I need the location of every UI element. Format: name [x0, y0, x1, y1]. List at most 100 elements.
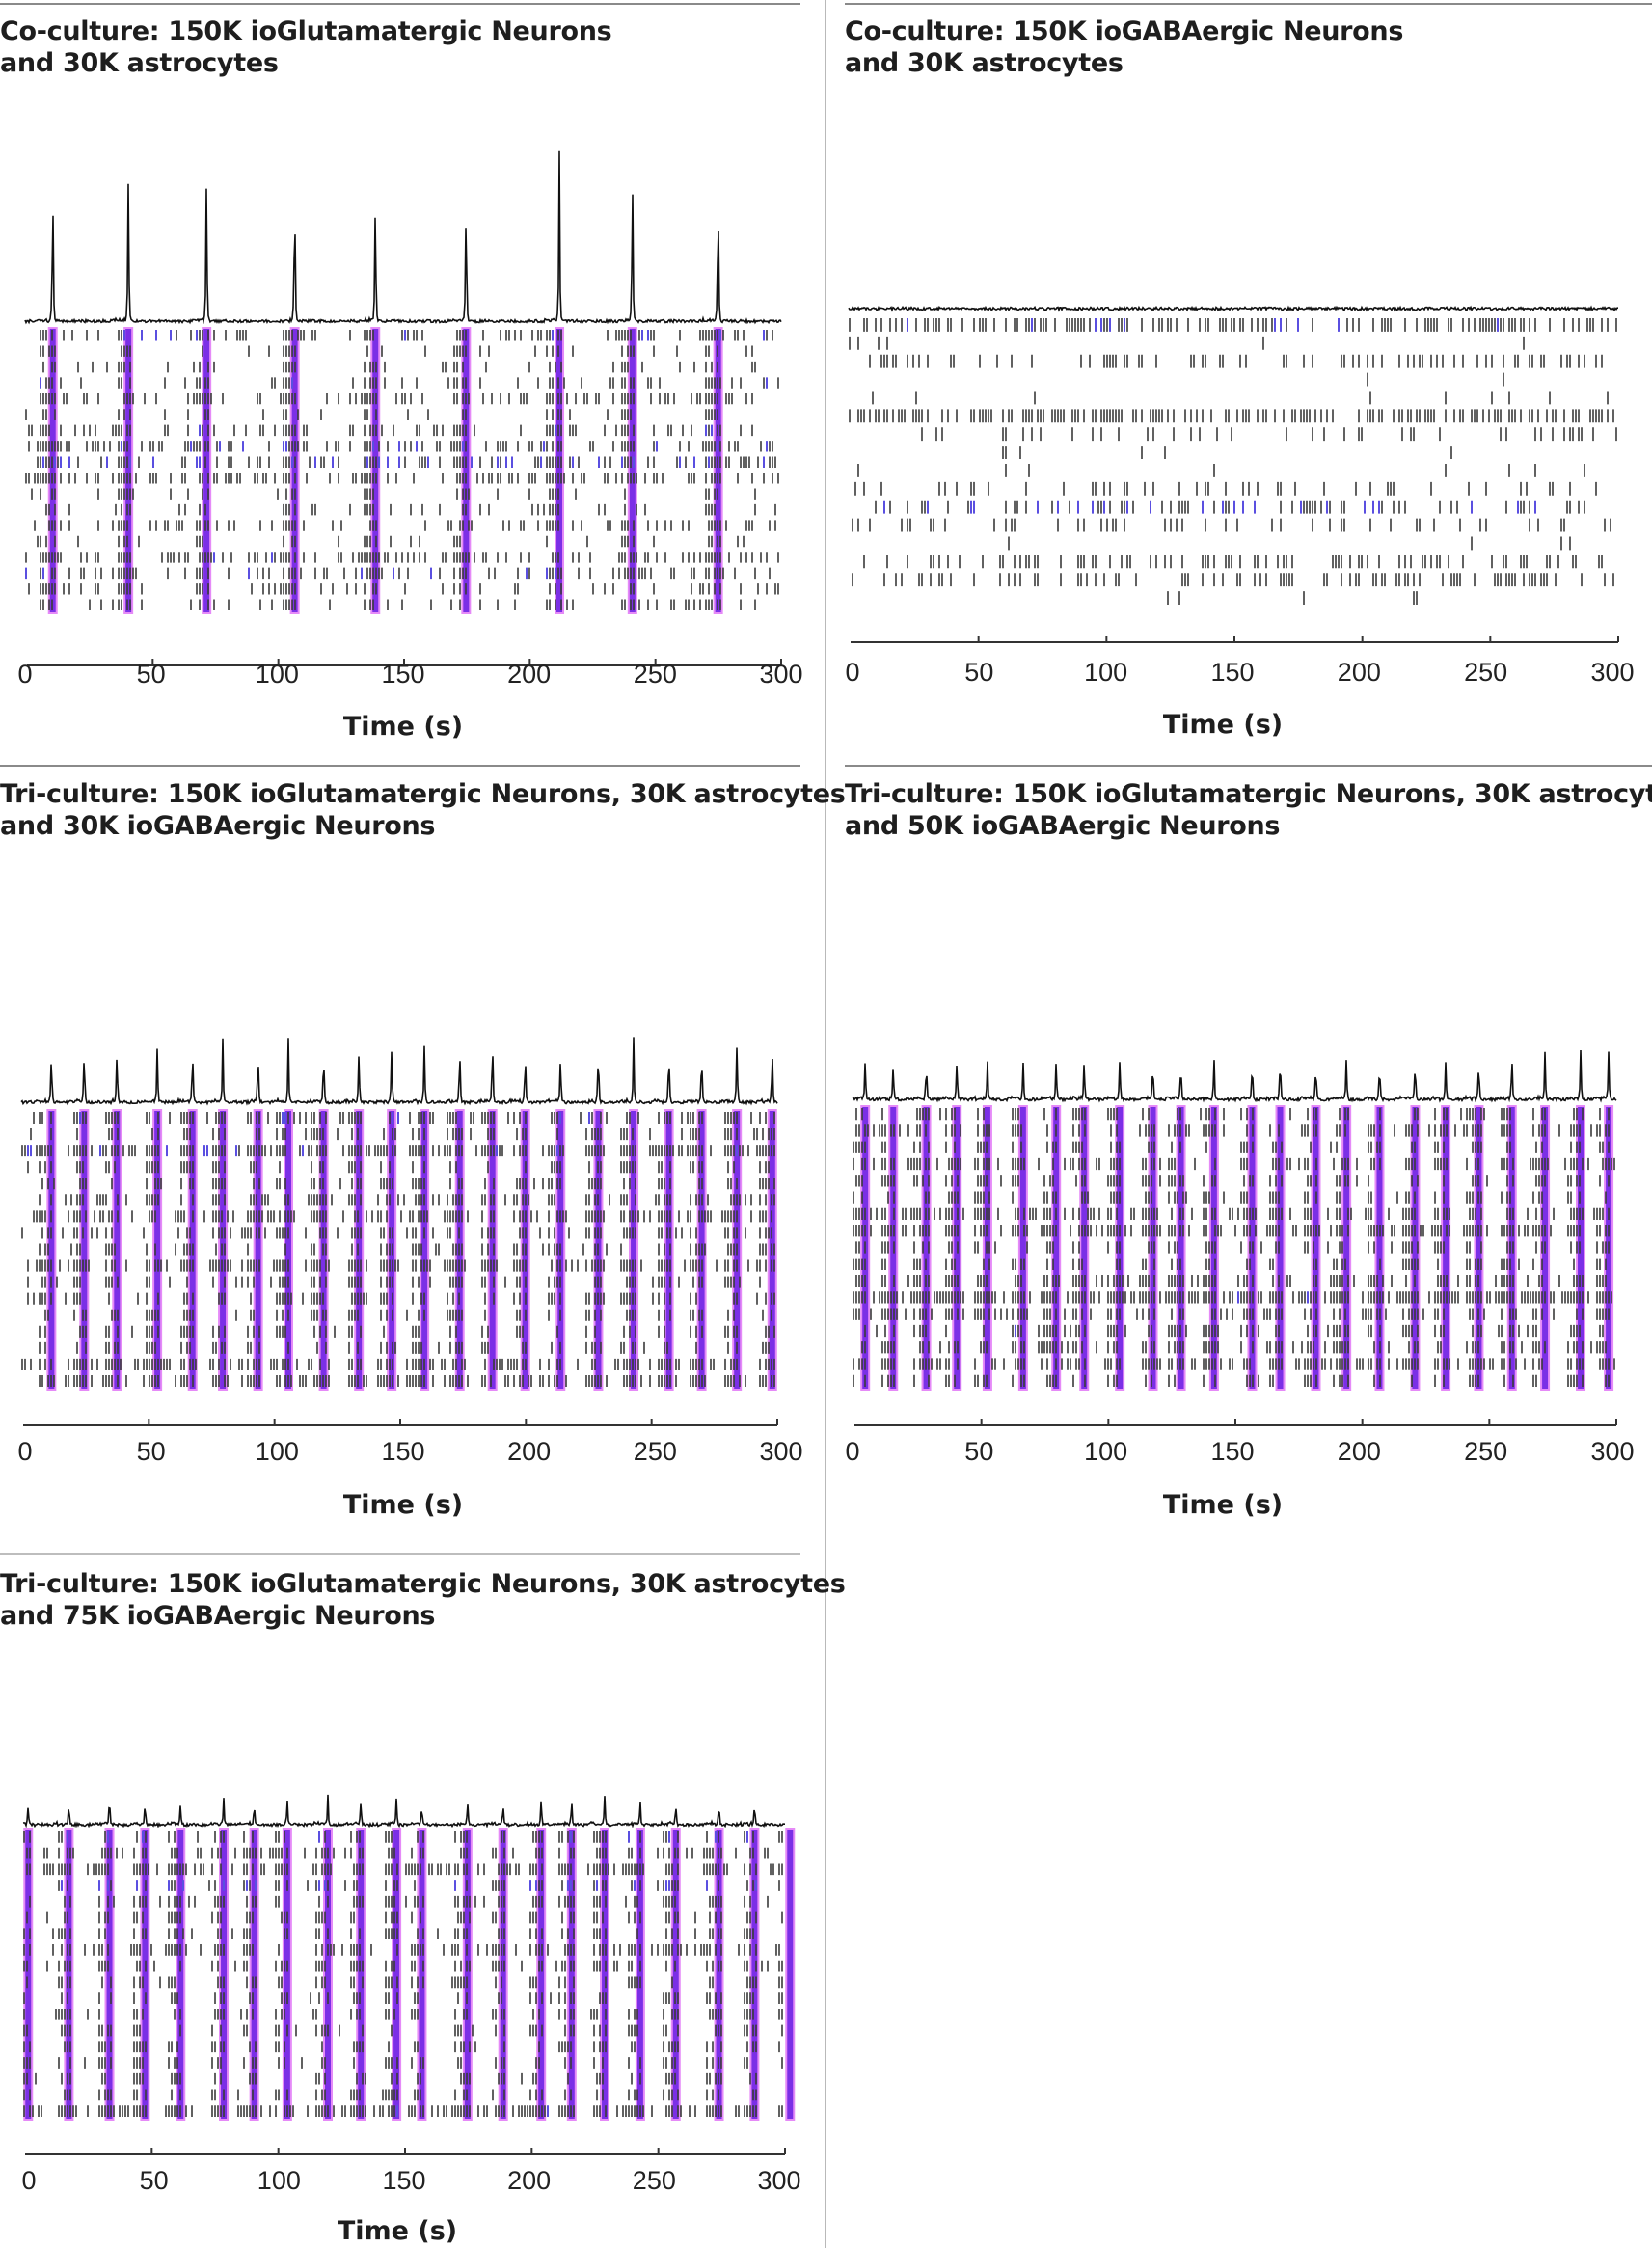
x-tick-label: 250 [1464, 1437, 1508, 1466]
panel-triculture-50k-gaba: Tri-culture: 150K ioGlutamatergic Neuron… [845, 765, 1652, 1553]
x-tick-label: 0 [21, 2166, 37, 2195]
separator-top-left [0, 3, 800, 5]
spike-row [23, 2057, 783, 2069]
separator-mid-right [845, 765, 1652, 767]
x-tick-label: 50 [964, 658, 994, 687]
burst-band [289, 327, 300, 614]
spike-row [27, 1161, 770, 1174]
spike-row [853, 1225, 1610, 1237]
panel-coculture-glutamatergic: Co-culture: 150K ioGlutamatergic Neurons… [0, 0, 820, 762]
spike-row [855, 1175, 1610, 1187]
spike-row [864, 1324, 1604, 1338]
x-tick-label: 200 [507, 1437, 552, 1466]
panel-title-line2: and 30K astrocytes [0, 48, 279, 78]
spike-row [45, 503, 776, 516]
x-tick-label: 250 [1464, 658, 1508, 687]
burst-band [536, 1828, 547, 2121]
population-trace [22, 1794, 785, 1828]
burst-band [420, 1109, 430, 1391]
burst-band [284, 1109, 294, 1391]
burst-band [982, 1105, 992, 1391]
spike-row [852, 573, 1614, 587]
spike-row [27, 1292, 775, 1305]
spike-row [25, 409, 718, 420]
spike-row [23, 2024, 783, 2037]
burst-band [1017, 1105, 1028, 1391]
burst-band [629, 1109, 639, 1391]
spike-row [40, 330, 773, 341]
spike-row [853, 1207, 1610, 1221]
burst-band [1474, 1105, 1484, 1391]
separator-top-right [845, 3, 1652, 5]
x-tick-label: 100 [255, 660, 299, 689]
spike-row [861, 1341, 1607, 1354]
x-axis-label: Time (s) [1162, 710, 1284, 740]
burst-band [1374, 1105, 1385, 1391]
burst-band [152, 1109, 163, 1391]
x-axis-label: Time (s) [337, 2216, 458, 2246]
x-tick-label: 100 [1084, 1437, 1128, 1466]
spike-row [44, 1309, 772, 1321]
burst-band [635, 1828, 645, 2121]
x-tick-label: 100 [1084, 658, 1128, 687]
burst-band [282, 1828, 292, 2121]
panel-title-line1: Tri-culture: 150K ioGlutamatergic Neuron… [845, 779, 1652, 809]
x-tick-label: 250 [633, 660, 677, 689]
separator-mid-left [0, 765, 800, 767]
burst-band [566, 1828, 577, 2121]
spike-row [869, 354, 1603, 368]
spike-row [28, 441, 773, 452]
spike-row [855, 1241, 1610, 1254]
spike-row [853, 1191, 1607, 1204]
spike-row [37, 456, 776, 468]
spike-row [1367, 372, 1504, 387]
spike-row [23, 1944, 780, 1956]
x-tick-label: 200 [507, 660, 552, 689]
panel-title-line2: and 30K ioGABAergic Neurons [0, 811, 436, 841]
burst-band [714, 1828, 724, 2121]
x-tick-label: 0 [845, 658, 860, 687]
x-tick-label: 300 [1590, 1437, 1635, 1466]
x-tick-label: 300 [759, 1437, 803, 1466]
population-trace [20, 1037, 778, 1106]
population-trace [852, 1049, 1617, 1103]
panel-title-line2: and 30K astrocytes [845, 48, 1124, 78]
burst-band [462, 1828, 473, 2121]
x-axis-label: Time (s) [1162, 1490, 1284, 1520]
spike-row [34, 520, 776, 531]
burst-band [1576, 1105, 1586, 1391]
spike-row [27, 1259, 775, 1272]
x-tick-label: 250 [633, 1437, 677, 1466]
burst-band [387, 1109, 397, 1391]
population-trace [24, 150, 782, 325]
burst-band [354, 1109, 365, 1391]
spike-row [853, 1141, 1610, 1153]
spike-row [849, 409, 1614, 423]
x-tick-label: 150 [381, 1437, 425, 1466]
spike-row [854, 481, 1597, 496]
burst-band [1208, 1105, 1219, 1391]
raster-plot [24, 150, 782, 666]
panel-title-line2: and 75K ioGABAergic Neurons [0, 1601, 436, 1631]
spike-row [39, 1374, 775, 1387]
x-tick-label: 0 [845, 1437, 860, 1466]
spike-row [40, 567, 771, 580]
spike-row [855, 1274, 1607, 1287]
burst-band [498, 1828, 508, 2121]
burst-band [664, 1109, 674, 1391]
x-tick-label: 100 [257, 2166, 301, 2195]
x-tick-label: 200 [1337, 658, 1381, 687]
spike-row [23, 1992, 783, 2004]
spike-row [27, 1276, 761, 1288]
x-tick-label: 300 [759, 660, 803, 689]
burst-band [713, 327, 723, 614]
panel-title-line2: and 50K ioGABAergic Neurons [845, 811, 1281, 841]
spike-row [23, 1831, 783, 1843]
spike-row [23, 2089, 757, 2101]
spike-row [40, 599, 756, 610]
spike-row [853, 1258, 1607, 1270]
spike-row [25, 473, 779, 484]
x-tick-label: 200 [507, 2166, 552, 2195]
spike-row [1167, 591, 1418, 605]
spike-row [39, 1194, 775, 1206]
